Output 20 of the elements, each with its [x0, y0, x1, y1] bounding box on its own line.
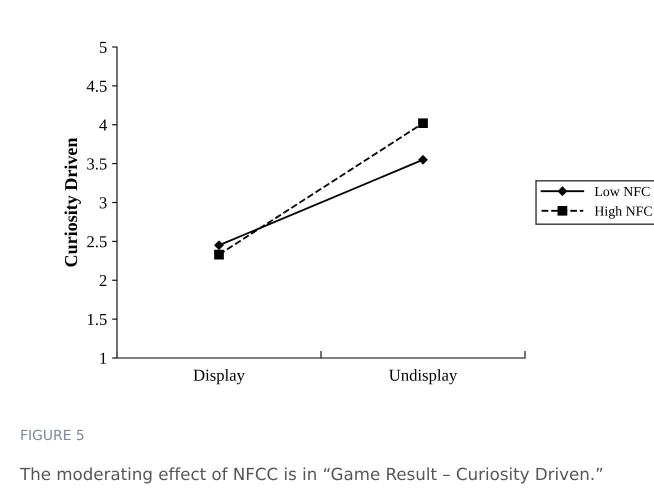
point — [418, 118, 428, 128]
y-axis-title: Curiosity Driven — [64, 138, 81, 267]
y-tick-label: 3.5 — [87, 158, 107, 170]
legend-label: Low NFC — [594, 186, 650, 196]
x-tick-label: Undisplay — [389, 369, 458, 384]
y-tick-label: 4.5 — [86, 80, 107, 92]
text: The moderating effect of NFCC is in “Game Result – Curiosity Driven.” — [20, 467, 602, 484]
y-tick-label: 1 — [100, 352, 106, 364]
point — [214, 250, 224, 260]
caption: FIGURE 5 — [21, 430, 84, 440]
y-tick-label: 2.5 — [87, 236, 107, 248]
y-tick-label: 1.5 — [88, 314, 107, 326]
y-tick-label: 2 — [100, 274, 106, 286]
x-tick-label: Display — [194, 369, 245, 384]
point — [418, 155, 428, 164]
legend-label: High NFC — [594, 206, 652, 219]
y-tick-label: 5 — [100, 42, 107, 53]
y-tick-label: 3 — [100, 197, 107, 208]
y-tick-label: 4 — [99, 120, 108, 131]
point — [214, 240, 224, 250]
